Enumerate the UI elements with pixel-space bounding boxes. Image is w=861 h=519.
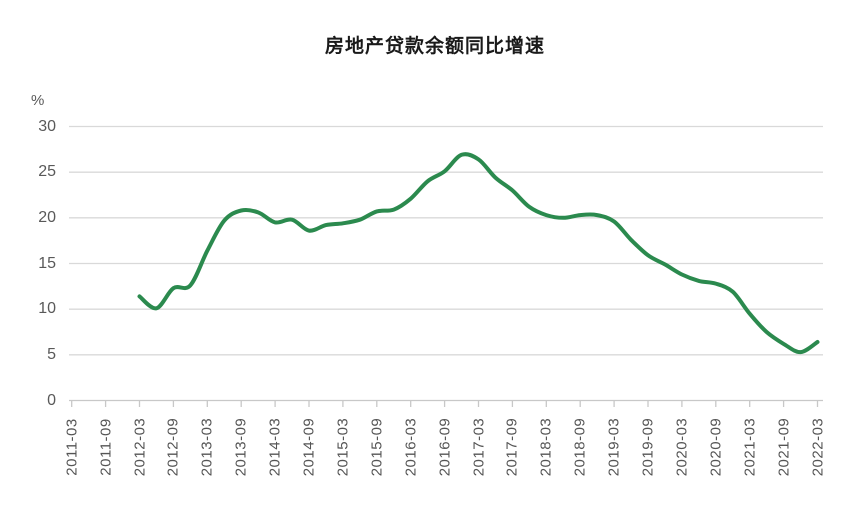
x-tick-label: 2020-03 (673, 417, 691, 477)
x-tick-label: 2017-09 (503, 417, 521, 477)
y-axis-unit-label: % (31, 92, 45, 109)
x-tick-label: 2016-09 (436, 417, 454, 477)
x-tick-label: 2012-09 (164, 417, 182, 477)
x-tick-label: 2018-03 (537, 417, 555, 477)
x-tick-label: 2018-09 (571, 417, 589, 477)
x-tick-label: 2020-09 (707, 417, 725, 477)
x-tick-label: 2016-03 (402, 417, 420, 477)
x-tick-label: 2021-09 (775, 417, 793, 477)
x-tick-label: 2013-03 (198, 417, 216, 477)
x-tick-label: 2011-03 (63, 418, 81, 476)
x-tick-label: 2019-09 (639, 417, 657, 477)
x-tick-label: 2017-03 (470, 417, 487, 477)
y-tick-label: 5 (47, 345, 56, 363)
y-tick-label: 15 (38, 254, 56, 272)
x-tick-label: 2021-03 (741, 417, 759, 477)
x-tick-label: 2013-09 (232, 417, 250, 477)
y-tick-label: 20 (38, 208, 56, 226)
y-tick-label: 25 (38, 163, 56, 181)
y-tick-label: 30 (38, 117, 56, 135)
x-tick-label: 2022-03 (809, 417, 826, 477)
x-tick-label: 2015-09 (368, 417, 386, 477)
chart-title: 房地产贷款余额同比增速 (324, 36, 545, 57)
x-tick-label: 2012-03 (131, 417, 148, 477)
data-line (137, 152, 820, 355)
x-tick-label: 2011-09 (97, 418, 115, 476)
x-tick-label: 2019-03 (605, 417, 623, 477)
x-tick-label: 2014-03 (266, 417, 284, 477)
y-tick-label: 0 (47, 391, 56, 409)
y-tick-label: 10 (38, 300, 56, 318)
x-tick-label: 2014-09 (300, 417, 318, 477)
x-tick-label: 2015-03 (334, 417, 352, 477)
